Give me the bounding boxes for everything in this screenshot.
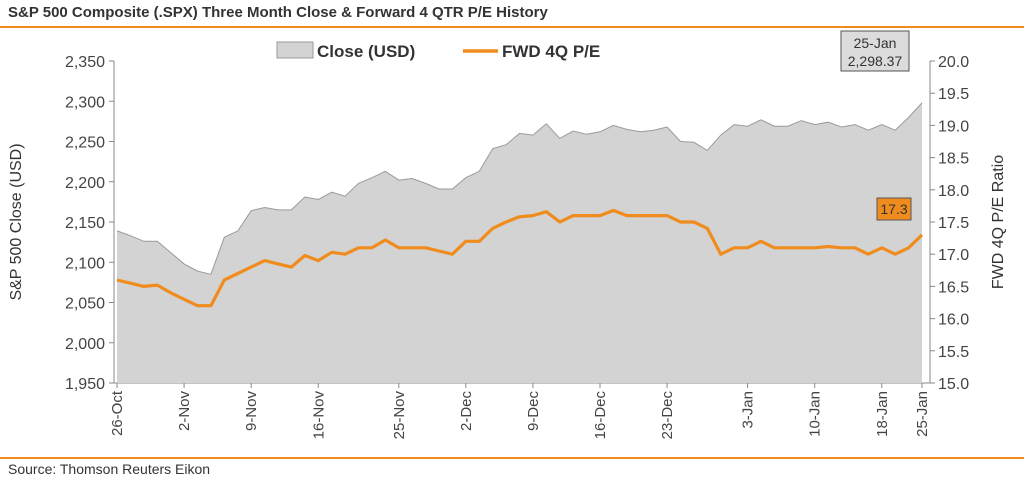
x-tick-label: 16-Nov — [310, 391, 327, 440]
y-left-tick-label: 2,100 — [65, 255, 105, 272]
x-tick-label: 23-Dec — [659, 391, 676, 440]
y-right-tick-label: 17.0 — [938, 247, 969, 264]
pe-callout-box — [876, 197, 912, 221]
close-callout-date: 25-Jan — [854, 35, 897, 51]
x-tick-label: 2-Nov — [176, 391, 193, 432]
y-left-tick-label: 2,300 — [65, 94, 105, 111]
y-left-tick-label: 2,350 — [65, 54, 105, 71]
legend-pe-label: FWD 4Q P/E — [502, 42, 600, 61]
chart-title: S&P 500 Composite (.SPX) Three Month Clo… — [8, 4, 548, 21]
y-left-tick-label: 2,200 — [65, 175, 105, 192]
x-tick-label: 9-Nov — [243, 391, 260, 432]
y-left-tick-label: 2,250 — [65, 135, 105, 152]
x-tick-label: 25-Jan — [914, 391, 931, 437]
y-left-tick-label: 2,050 — [65, 296, 105, 313]
close-series-layer — [116, 102, 923, 384]
x-tick-label: 18-Jan — [874, 391, 891, 437]
y-right-tick-label: 18.0 — [938, 183, 969, 200]
close-callout-box — [840, 30, 910, 72]
y-left-tick-label: 2,000 — [65, 336, 105, 353]
pe-line — [116, 208, 924, 308]
x-tick-label: 3-Jan — [740, 391, 757, 429]
close-line — [116, 102, 923, 275]
close-callout: 25-Jan 2,298.37 — [840, 30, 910, 72]
x-tick-label: 25-Nov — [391, 391, 408, 440]
pe-callout-value: 17.3 — [880, 201, 907, 217]
y-left-axis-title: S&P 500 Close (USD) — [8, 143, 25, 300]
y-right-tick-label: 19.0 — [938, 118, 969, 135]
y-right-tick-label: 15.0 — [938, 376, 969, 393]
bottom-rule — [0, 457, 1024, 459]
y-left-tick-label: 1,950 — [65, 376, 105, 393]
legend-close-swatch — [276, 41, 314, 59]
pe-series-layer — [116, 208, 924, 308]
y-right-tick-label: 16.0 — [938, 312, 969, 329]
y-left-tick-label: 2,150 — [65, 215, 105, 232]
pe-callout: 17.3 — [876, 197, 912, 221]
x-tick-label: 26-Oct — [109, 390, 126, 436]
close-area — [117, 102, 922, 384]
x-tick-label: 9-Dec — [525, 391, 542, 432]
close-callout-value: 2,298.37 — [848, 53, 903, 69]
legend-close-label: Close (USD) — [317, 42, 415, 61]
top-rule — [0, 26, 1024, 28]
tick-layer: 1,950 2,000 2,050 2,100 2,150 2,200 2,250 2,300… — [65, 54, 969, 439]
y-right-tick-label: 20.0 — [938, 54, 969, 71]
y-right-tick-label: 18.5 — [938, 151, 969, 168]
y-right-tick-label: 15.5 — [938, 344, 969, 361]
x-tick-label: 2-Dec — [458, 391, 475, 432]
y-right-tick-label: 19.5 — [938, 86, 969, 103]
y-right-axis-title: FWD 4Q P/E Ratio — [990, 155, 1007, 289]
x-tick-label: 10-Jan — [807, 391, 824, 437]
y-right-tick-label: 17.5 — [938, 215, 969, 232]
y-right-tick-label: 16.5 — [938, 279, 969, 296]
source-note: Source: Thomson Reuters Eikon — [8, 461, 211, 477]
legend: Close (USD) FWD 4Q P/E — [276, 41, 600, 61]
x-tick-label: 16-Dec — [592, 391, 609, 440]
